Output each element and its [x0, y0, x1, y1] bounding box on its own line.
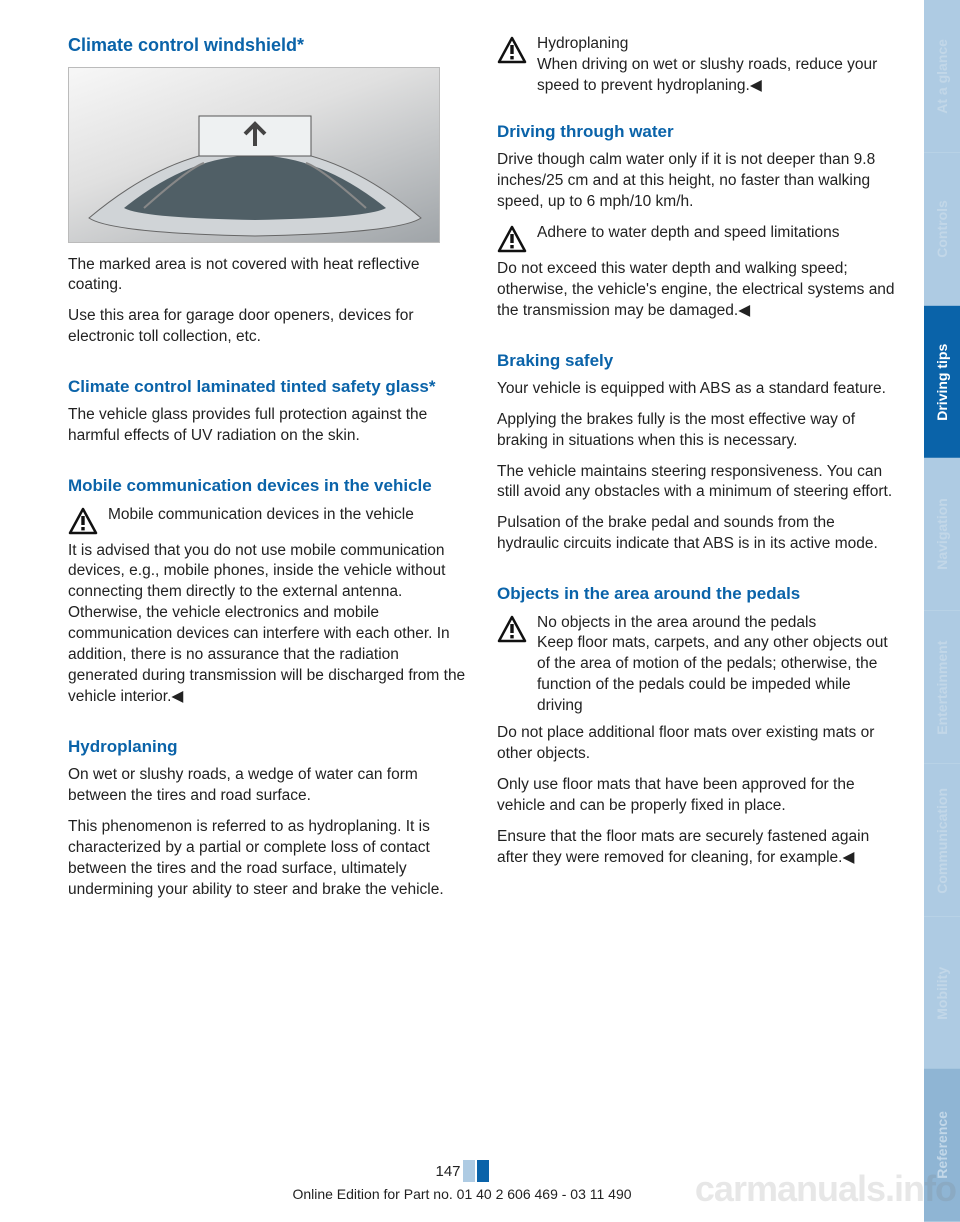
right-column: Hydroplaning When driving on wet or slus… [497, 34, 896, 1202]
tab-controls[interactable]: Controls [924, 153, 960, 306]
windshield-figure [68, 67, 440, 243]
note-pedals-text: No objects in the area around the pedals… [537, 613, 896, 718]
tab-mobility[interactable]: Mobility [924, 917, 960, 1070]
note-hydro-title: Hydroplaning [537, 35, 628, 52]
note-water: Adhere to water depth and speed limita­t… [497, 223, 896, 253]
content-area: Climate control windshield* The marked a… [0, 0, 924, 1222]
page-root: Climate control windshield* The marked a… [0, 0, 960, 1222]
note-mobile: Mobile communication devices in the ve­h… [68, 505, 467, 535]
tab-at-a-glance[interactable]: At a glance [924, 0, 960, 153]
page-number: 147 [435, 1163, 460, 1180]
para-brake-1: Your vehicle is equipped with ABS as a s… [497, 379, 896, 400]
page-number-wrap: 147 [435, 1160, 488, 1182]
note-pedals: No objects in the area around the pedals… [497, 613, 896, 718]
warning-icon [497, 36, 527, 64]
warning-icon [68, 507, 98, 535]
para-windshield-2: Use this area for garage door openers, d… [68, 306, 467, 348]
footer-edition-line: Online Edition for Part no. 01 40 2 606 … [292, 1186, 631, 1202]
para-pedals-3: Ensure that the floor mats are securely … [497, 827, 896, 869]
page-number-bars [463, 1160, 489, 1182]
windshield-illustration [69, 68, 440, 243]
para-windshield-1: The marked area is not covered with heat… [68, 255, 467, 297]
bar-light [463, 1160, 475, 1182]
note-mobile-text: Mobile communication devices in the ve­h… [108, 505, 414, 526]
heading-glass: Climate control laminated tinted safety … [68, 376, 467, 397]
note-pedals-title: No objects in the area around the pedals [537, 614, 816, 631]
heading-pedals: Objects in the area around the pedals [497, 583, 896, 604]
tab-driving-tips[interactable]: Driving tips [924, 306, 960, 459]
tab-entertainment[interactable]: Entertainment [924, 611, 960, 764]
bar-dark [477, 1160, 489, 1182]
heading-mobile: Mobile communication devices in the vehi… [68, 475, 467, 496]
warning-icon [497, 225, 527, 253]
para-hydro-2: This phenomenon is referred to as hydrop… [68, 817, 467, 901]
heading-water: Driving through water [497, 121, 896, 142]
para-brake-4: Pulsation of the brake pedal and sounds … [497, 513, 896, 555]
para-brake-3: The vehicle maintains steering responsiv… [497, 462, 896, 504]
note-hydro: Hydroplaning When driving on wet or slus… [497, 34, 896, 97]
left-column: Climate control windshield* The marked a… [68, 34, 467, 1202]
para-brake-2: Applying the brakes fully is the most ef… [497, 410, 896, 452]
tab-navigation[interactable]: Navigation [924, 458, 960, 611]
para-pedals-1: Do not place additional floor mats over … [497, 723, 896, 765]
para-mobile: It is advised that you do not use mobile… [68, 541, 467, 708]
para-glass: The vehicle glass provides full protecti… [68, 405, 467, 447]
watermark: carmanuals.info [695, 1168, 956, 1210]
para-water-2: Do not exceed this water depth and walki… [497, 259, 896, 322]
para-pedals-2: Only use floor mats that have been appro… [497, 775, 896, 817]
note-pedals-body: Keep floor mats, carpets, and any other … [537, 634, 888, 714]
note-hydro-text: Hydroplaning When driving on wet or slus… [537, 34, 896, 97]
para-hydro-1: On wet or slushy roads, a wedge of water… [68, 765, 467, 807]
warning-icon [497, 615, 527, 643]
para-water-1: Drive though calm water only if it is no… [497, 150, 896, 213]
heading-brake: Braking safely [497, 350, 896, 371]
sidebar-tabs: At a glance Controls Driving tips Naviga… [924, 0, 960, 1222]
note-water-text: Adhere to water depth and speed limita­t… [537, 223, 839, 244]
heading-hydro: Hydroplaning [68, 736, 467, 757]
heading-windshield: Climate control windshield* [68, 34, 467, 57]
tab-communication[interactable]: Communication [924, 764, 960, 917]
note-hydro-body: When driving on wet or slushy roads, re­… [537, 56, 877, 94]
